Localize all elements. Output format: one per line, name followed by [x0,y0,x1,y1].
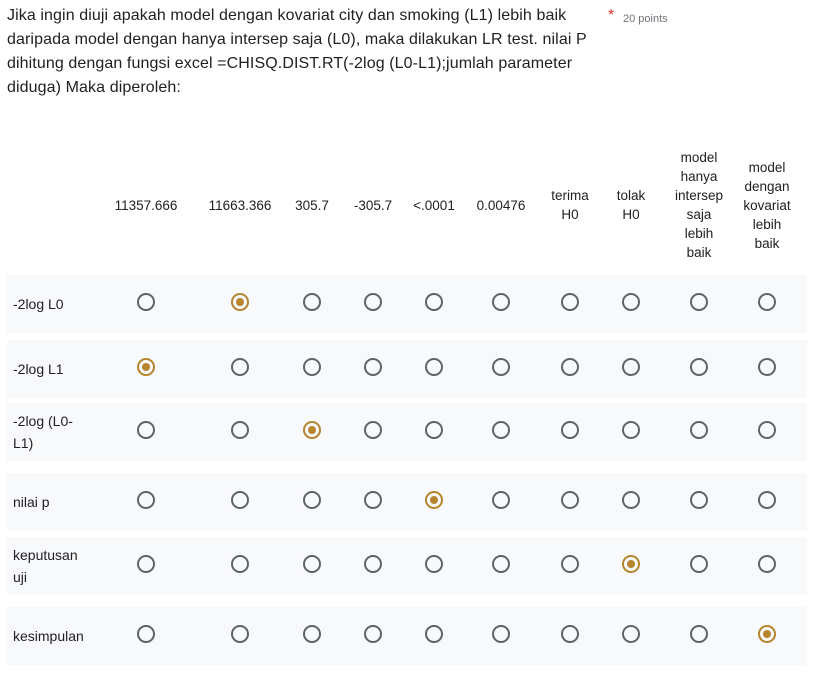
radio-button[interactable] [622,358,640,376]
radio-button[interactable] [690,555,708,573]
radio-button[interactable] [622,625,640,643]
radio-button[interactable] [425,491,443,509]
row-label: kesimpulan [13,628,84,644]
question-header: Jika ingin diuji apakah model dengan kov… [7,4,807,134]
row-label: nilai p [13,494,50,510]
radio-button[interactable] [303,421,321,439]
row-label: keputusan uji [13,547,78,585]
radio-button[interactable] [622,421,640,439]
radio-button[interactable] [137,421,155,439]
radio-grid: 11357.666 11663.366 305.7 -305.7 <.0001 0.004… [7,135,807,675]
radio-button[interactable] [364,625,382,643]
radio-button[interactable] [561,421,579,439]
radio-button[interactable] [561,625,579,643]
column-header: tolak H0 [616,188,646,222]
radio-button[interactable] [364,358,382,376]
radio-button[interactable] [758,625,776,643]
radio-button[interactable] [137,555,155,573]
radio-button[interactable] [137,491,155,509]
radio-button[interactable] [425,555,443,573]
radio-button[interactable] [231,555,249,573]
grid-row: -2log L0 [7,275,807,333]
column-header: model hanya intersep saja lebih baik [674,150,724,260]
radio-button[interactable] [137,293,155,311]
radio-button[interactable] [425,293,443,311]
column-header: 11357.666 [114,197,178,213]
row-label: -2log L1 [13,361,64,377]
radio-button[interactable] [622,293,640,311]
radio-button[interactable] [690,491,708,509]
radio-button[interactable] [137,358,155,376]
radio-button[interactable] [425,358,443,376]
radio-button[interactable] [425,625,443,643]
radio-button[interactable] [622,555,640,573]
radio-button[interactable] [492,625,510,643]
radio-button[interactable] [303,358,321,376]
radio-button[interactable] [231,358,249,376]
radio-button[interactable] [561,491,579,509]
radio-button[interactable] [364,555,382,573]
radio-button[interactable] [231,421,249,439]
radio-button[interactable] [231,625,249,643]
radio-button[interactable] [758,358,776,376]
required-asterisk: * [608,7,615,24]
radio-button[interactable] [364,491,382,509]
radio-button[interactable] [492,491,510,509]
radio-button[interactable] [690,421,708,439]
grid-row: keputusan uji [7,537,807,595]
radio-button[interactable] [492,421,510,439]
column-header: 305.7 [295,197,329,213]
radio-button[interactable] [758,293,776,311]
column-header: terima H0 [551,188,589,222]
radio-button[interactable] [561,293,579,311]
radio-button[interactable] [690,358,708,376]
radio-button[interactable] [690,293,708,311]
row-label: -2log (L0- L1) [13,413,73,451]
grid-row: -2log (L0- L1) [7,403,807,461]
radio-button[interactable] [492,358,510,376]
radio-button[interactable] [303,491,321,509]
column-header: 11663.366 [208,197,272,213]
radio-button[interactable] [622,491,640,509]
grid-row: kesimpulan [7,607,807,665]
radio-button[interactable] [758,555,776,573]
radio-button[interactable] [492,555,510,573]
radio-button[interactable] [690,625,708,643]
radio-button[interactable] [231,491,249,509]
column-header: model dengan kovariat lebih baik [743,159,791,251]
radio-button[interactable] [364,293,382,311]
radio-button[interactable] [758,491,776,509]
radio-button[interactable] [303,293,321,311]
radio-button[interactable] [561,358,579,376]
column-header: <.0001 [413,197,455,213]
row-label: -2log L0 [13,296,64,312]
radio-button[interactable] [231,293,249,311]
radio-button[interactable] [561,555,579,573]
column-header: 0.00476 [476,197,526,213]
grid-row: -2log L1 [7,340,807,398]
radio-button[interactable] [425,421,443,439]
points-label: 20 points [623,13,668,25]
radio-button[interactable] [137,625,155,643]
radio-button[interactable] [303,625,321,643]
radio-button[interactable] [303,555,321,573]
radio-button[interactable] [492,293,510,311]
question-title: Jika ingin diuji apakah model dengan kov… [7,7,587,96]
radio-button[interactable] [364,421,382,439]
column-header: -305.7 [353,197,393,213]
radio-button[interactable] [758,421,776,439]
grid-row: nilai p [7,473,807,531]
